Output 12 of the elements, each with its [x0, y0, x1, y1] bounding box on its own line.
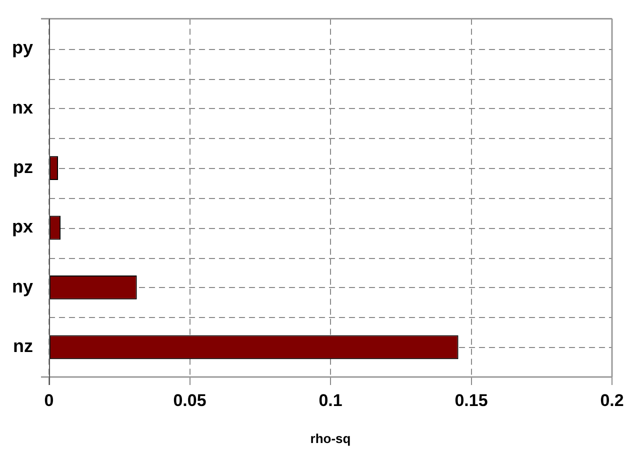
y-tick-label: pz — [13, 157, 34, 178]
x-tick-label: 0.2 — [600, 390, 624, 410]
y-tick-label: nz — [13, 336, 34, 356]
x-tick-label: 0.15 — [454, 390, 488, 410]
x-axis-title: rho-sq — [310, 430, 351, 446]
x-tick-label: 0.05 — [173, 390, 206, 410]
y-tick-label: nx — [12, 97, 34, 118]
x-tick-label: 0.1 — [318, 390, 342, 410]
y-tick-label: px — [12, 216, 34, 237]
x-tick-label: 0 — [44, 390, 54, 410]
y-tick-label: py — [12, 38, 34, 58]
y-tick-label: ny — [12, 276, 34, 296]
